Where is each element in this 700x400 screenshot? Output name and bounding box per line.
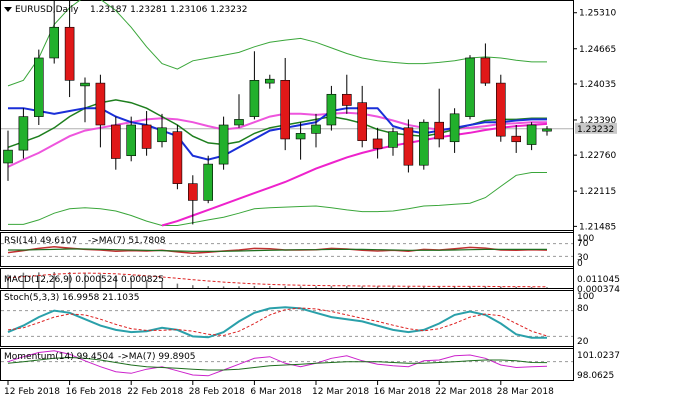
rsi-top-label: 100 — [577, 234, 594, 244]
stoch-signal-line — [7, 307, 548, 337]
bull-candle — [249, 80, 260, 117]
date-tick-label: 28 Mar 2018 — [497, 387, 554, 397]
bb-upper-line — [7, 0, 547, 87]
bear-candle — [95, 82, 106, 126]
bull-candle — [418, 121, 429, 166]
date-tick-label: 22 Mar 2018 — [435, 387, 492, 397]
bear-candle — [141, 124, 152, 149]
rsi-ma-line — [8, 248, 547, 252]
price-tick-label: 1.22115 — [579, 187, 616, 197]
momentum-bottom-label: 98.0625 — [577, 371, 614, 381]
bear-candle — [357, 102, 368, 141]
current-price-box — [575, 122, 617, 134]
bb-lower-line — [8, 172, 547, 226]
stoch-level-20: 20 — [577, 337, 589, 347]
price-tick-label: 1.21485 — [579, 222, 616, 232]
price-tick-label: 1.24035 — [579, 80, 616, 90]
date-tick-label: 28 Feb 2018 — [189, 387, 245, 397]
stoch-label: Stoch(5,3,3) 16.9958 21.1035 — [4, 293, 139, 303]
date-tick-label: 16 Mar 2018 — [374, 387, 431, 397]
momentum-top-label: 101.0237 — [577, 351, 620, 361]
bear-candle — [495, 82, 506, 137]
bull-candle — [542, 128, 552, 132]
bull-candle — [218, 124, 229, 165]
macd-label: MACD(12,26,9) 0.000524 0.000825 — [4, 275, 164, 285]
bear-candle — [172, 131, 183, 184]
axis-labels: 1.25310 1.24665 1.24035 1.23390 1.22760 1.221… — [4, 9, 616, 397]
bear-candle — [111, 124, 121, 159]
rsi-bottom-label: 0 — [577, 259, 583, 269]
bollinger-bands — [7, 0, 547, 226]
bear-candle — [372, 138, 383, 149]
bull-candle — [126, 124, 136, 157]
bull-candle — [49, 26, 60, 59]
bull-candle — [3, 149, 13, 164]
date-tick-label: 6 Mar 2018 — [250, 387, 302, 397]
bull-candle — [326, 93, 337, 126]
rsi-level-70: 70 — [577, 239, 589, 249]
bull-candle — [33, 57, 44, 117]
bear-candle — [434, 121, 445, 140]
symbol-label: EURUSD,Daily — [15, 5, 79, 15]
bull-candle — [295, 133, 306, 140]
current-price-label: 1.23232 — [577, 125, 614, 135]
date-tick-label: 22 Feb 2018 — [127, 387, 183, 397]
date-tick-label: 16 Feb 2018 — [66, 387, 122, 397]
rsi-level-30: 30 — [577, 253, 589, 263]
bull-candle — [203, 163, 213, 201]
bear-candle — [64, 26, 75, 81]
bull-candle — [80, 82, 90, 87]
stoch-main-line — [7, 306, 547, 339]
bear-candle — [480, 57, 491, 84]
momentum-ma-label: ->MA(7) 99.8905 — [118, 352, 196, 362]
indicator-lines — [1, 243, 573, 377]
bull-candle — [388, 131, 398, 148]
stoch-level-80: 80 — [577, 304, 589, 314]
symbol-triangle-icon — [4, 7, 12, 12]
momentum-ma-line — [7, 356, 548, 371]
bull-candle — [234, 119, 244, 126]
bull-candle — [465, 57, 475, 117]
bear-candle — [188, 183, 198, 201]
momentum-label: Momentum(14) 99.4504 — [4, 352, 114, 362]
rsi-ma-label: ->MA(7) 51.7808 — [88, 236, 166, 246]
bull-candle — [157, 127, 167, 143]
momentum-line — [7, 350, 548, 377]
candles — [3, 0, 552, 225]
ohlc-readout: 1.23187 1.23281 1.23106 1.23232 — [90, 5, 247, 15]
bear-candle — [403, 127, 414, 166]
price-tick-label: 1.22760 — [579, 151, 616, 161]
bull-candle — [18, 116, 29, 151]
macd-signal-line — [7, 272, 547, 288]
stoch-top-label: 100 — [577, 292, 594, 302]
date-tick-label: 12 Mar 2018 — [312, 387, 369, 397]
price-tick-label: 1.25310 — [579, 9, 616, 19]
bull-candle — [311, 124, 321, 134]
stoch-pane — [0, 290, 574, 347]
bear-candle — [511, 135, 522, 143]
ma-magenta-line — [161, 122, 548, 227]
macd-top-label: 0.011045 — [577, 275, 620, 285]
price-tick-label: 1.24665 — [579, 45, 616, 55]
bull-candle — [449, 113, 460, 143]
bull-candle — [526, 124, 537, 145]
date-tick-label: 12 Feb 2018 — [4, 387, 60, 397]
price-tick-label: 1.23390 — [579, 116, 616, 126]
bull-candle — [264, 78, 275, 84]
rsi-label: RSI(14) 49.6107 — [4, 236, 77, 246]
macd-bottom-label: 0.000374 — [577, 285, 620, 295]
bear-candle — [280, 80, 291, 140]
bear-candle — [341, 93, 352, 106]
